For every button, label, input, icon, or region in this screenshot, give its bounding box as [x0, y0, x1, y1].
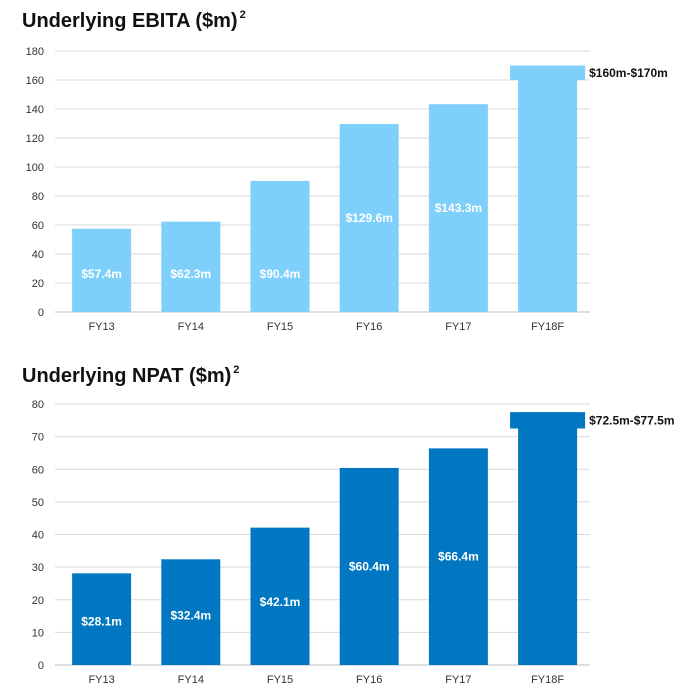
- chart-title-npat-text: Underlying NPAT ($m): [22, 365, 232, 387]
- ebita-data-label: $129.6m: [346, 211, 393, 225]
- ebita-ytick-label: 120: [26, 133, 44, 145]
- ebita-bar-fy16: [339, 124, 399, 312]
- npat-category-label: FY13: [88, 674, 114, 686]
- ebita-ytick-label: 140: [26, 104, 44, 116]
- ebita-forecast-range-cap: [510, 65, 586, 80]
- npat-forecast-range-cap: [510, 412, 586, 429]
- chart-title-npat-superscript: 2: [233, 364, 240, 376]
- ebita-ytick-label: 180: [26, 46, 44, 58]
- ebita-bar-fy17: [428, 104, 488, 312]
- npat-bar-fy18f: [518, 412, 578, 665]
- npat-ytick-label: 50: [32, 497, 44, 509]
- npat-bar-fy14: [161, 559, 221, 665]
- ebita-ytick-label: 100: [26, 162, 44, 174]
- ebita-data-label: $62.3m: [170, 267, 211, 281]
- npat-ytick-label: 70: [32, 432, 44, 444]
- ebita-category-label: FY17: [445, 321, 471, 333]
- npat-bar-fy13: [72, 573, 132, 665]
- npat-data-label: $32.4m: [170, 609, 211, 623]
- npat-data-label: $66.4m: [438, 550, 479, 564]
- ebita-ytick-label: 0: [38, 307, 44, 319]
- npat-ytick-label: 30: [32, 562, 44, 574]
- npat-data-label: $42.1m: [260, 595, 301, 609]
- ebita-forecast-range-label: $160m-$170m: [589, 66, 668, 80]
- npat-bar-chart: 0 10 20 30 40 50 60 70 80 FY13 $28.1m FY14 $32.4m FY1…: [32, 399, 675, 686]
- npat-forecast-range-label: $72.5m-$77.5m: [589, 413, 674, 427]
- ebita-category-label: FY16: [356, 321, 382, 333]
- ebita-bar-fy18f: [518, 65, 578, 312]
- ebita-data-label: $143.3m: [435, 201, 482, 215]
- npat-category-label: FY14: [178, 674, 204, 686]
- npat-bar-fy15: [250, 527, 310, 665]
- ebita-ytick-label: 160: [26, 75, 44, 87]
- ebita-bar-fy14: [161, 221, 221, 312]
- npat-category-label: FY17: [445, 674, 471, 686]
- ebita-ytick-label: 40: [32, 249, 44, 261]
- ebita-ytick-label: 20: [32, 278, 44, 290]
- chart-title-ebita: Underlying EBITA ($m) 2: [22, 9, 246, 33]
- npat-ytick-label: 40: [32, 530, 44, 542]
- ebita-ytick-label: 60: [32, 220, 44, 232]
- npat-data-label: $28.1m: [81, 615, 122, 629]
- npat-ytick-label: 60: [32, 464, 44, 476]
- npat-bar-fy17: [428, 448, 488, 665]
- ebita-ytick-label: 80: [32, 191, 44, 203]
- npat-category-label: FY15: [267, 674, 293, 686]
- ebita-bar-chart: 0 20 40 60 80 100 120 140 160 180 FY13 $57.4m FY14 $6…: [26, 46, 668, 333]
- ebita-data-label: $90.4m: [260, 267, 301, 281]
- ebita-category-label: FY18F: [531, 321, 564, 333]
- npat-ytick-label: 0: [38, 660, 44, 672]
- npat-ytick-label: 10: [32, 627, 44, 639]
- chart-title-ebita-superscript: 2: [239, 9, 246, 21]
- ebita-data-label: $57.4m: [81, 267, 122, 281]
- chart-title-ebita-text: Underlying EBITA ($m): [22, 10, 238, 32]
- ebita-category-label: FY13: [88, 321, 114, 333]
- npat-ytick-label: 80: [32, 399, 44, 411]
- npat-category-label: FY18F: [531, 674, 564, 686]
- npat-ytick-label: 20: [32, 595, 44, 607]
- npat-data-label: $60.4m: [349, 559, 390, 573]
- ebita-category-label: FY15: [267, 321, 293, 333]
- npat-bar-fy16: [339, 467, 399, 665]
- ebita-category-label: FY14: [178, 321, 204, 333]
- chart-title-npat: Underlying NPAT ($m) 2: [22, 364, 239, 388]
- ebita-bar-fy13: [72, 228, 132, 312]
- ebita-bar-fy15: [250, 180, 310, 312]
- npat-category-label: FY16: [356, 674, 382, 686]
